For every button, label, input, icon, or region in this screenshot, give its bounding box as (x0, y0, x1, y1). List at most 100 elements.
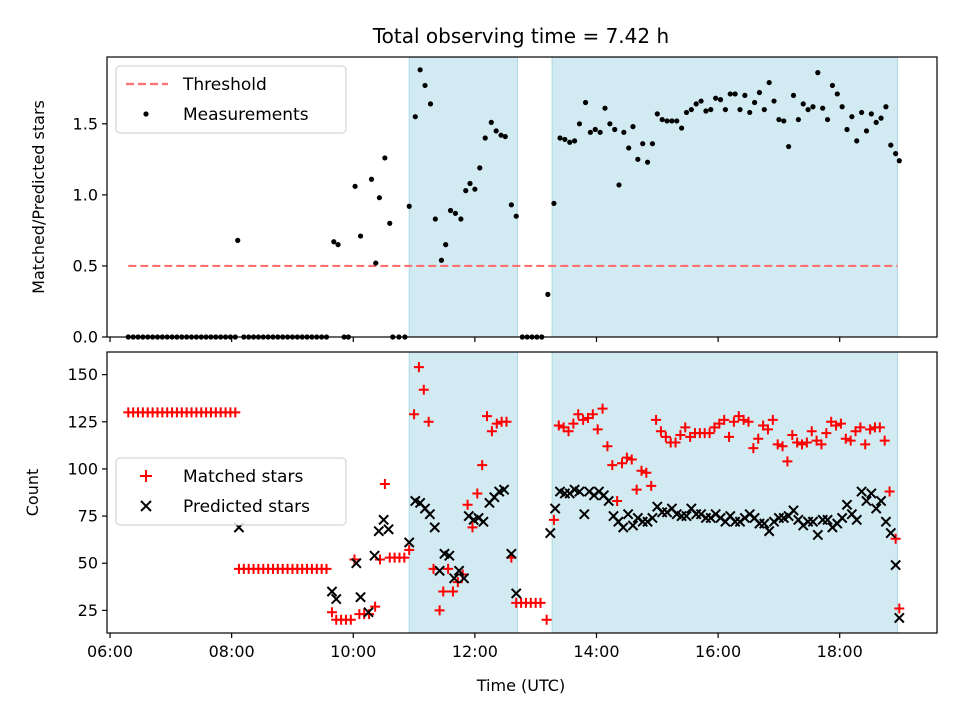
measurement-point (703, 108, 709, 114)
measurement-point (335, 242, 341, 248)
matched-star-point (792, 437, 803, 448)
matched-star-point (738, 414, 749, 425)
predicted-star-point (603, 495, 614, 507)
measurement-point (790, 92, 797, 98)
predicted-star-point (647, 512, 658, 524)
predicted-star-point (880, 516, 892, 528)
predicted-star-point (856, 486, 867, 497)
measurement-point (644, 159, 651, 165)
matched-star-point (626, 454, 637, 465)
legend-label: Predicted stars (183, 497, 310, 517)
measurement-point (708, 106, 714, 113)
matched-star-point (670, 437, 681, 448)
predicted-star-point (890, 559, 901, 571)
predicted-star-point (885, 527, 897, 539)
measurement-point (406, 203, 412, 209)
predicted-star-point (617, 522, 629, 533)
measurement-point (722, 106, 728, 113)
predicted-star-point (444, 550, 455, 561)
matched-star-point (772, 439, 783, 450)
measurement-point (626, 145, 632, 151)
matched-star-point (321, 563, 332, 574)
y-tick-label: 0.5 (73, 256, 98, 275)
measurement-point (357, 233, 364, 239)
measurement-point (737, 106, 743, 113)
predicted-star-point (330, 593, 342, 605)
matched-star-point (631, 484, 642, 495)
measurement-point (482, 135, 488, 141)
y-tick-label: 25 (78, 601, 98, 620)
measurement-point (839, 104, 845, 110)
matched-star-point (806, 426, 817, 437)
measurement-point (557, 135, 563, 141)
measurement-point (640, 141, 646, 147)
y-tick-label: 0.0 (73, 328, 98, 347)
predicted-star-point (812, 529, 824, 541)
predicted-star-point (622, 508, 634, 520)
predicted-star-point (893, 612, 905, 624)
matched-star-point (782, 456, 793, 467)
matched-star-point (607, 460, 618, 471)
matched-star-point (413, 362, 424, 373)
measurement-point (493, 128, 499, 134)
legend-measurements-swatch (143, 111, 149, 117)
measurement-point (376, 195, 383, 201)
x-tick-label: 10:00 (330, 642, 376, 661)
predicted-star-point (383, 523, 394, 535)
measurement-point (458, 216, 464, 222)
matched-star-point (865, 424, 876, 435)
predicted-star-point (434, 565, 445, 577)
measurement-point (649, 141, 656, 147)
measurement-point (693, 101, 699, 107)
y-tick-label: 50 (78, 554, 98, 573)
matched-star-point (423, 416, 434, 427)
predicted-star-point (788, 505, 799, 516)
matched-star-point (345, 614, 356, 625)
measurement-point (688, 106, 694, 113)
predicted-star-point (355, 591, 366, 603)
measurement-point (664, 118, 670, 124)
matched-star-point (660, 431, 671, 442)
measurement-point (452, 210, 459, 216)
matched-star-point (879, 435, 890, 446)
matched-star-point (472, 488, 483, 499)
matched-star-point (501, 416, 512, 427)
measurement-point (820, 105, 826, 111)
measurement-point (698, 98, 704, 104)
measurement-point (422, 82, 428, 89)
matched-star-point (724, 431, 735, 442)
measurement-point (412, 114, 418, 120)
measurement-point (447, 207, 454, 214)
matched-star-point (845, 435, 856, 446)
matched-star-point (797, 439, 808, 450)
legend-matched-swatch (140, 470, 152, 482)
measurement-point (235, 237, 241, 243)
measurement-point (387, 220, 393, 226)
measurement-point (432, 216, 438, 222)
measurement-point (508, 202, 514, 208)
measurement-point (669, 118, 675, 124)
matched-star-point (680, 422, 691, 433)
shaded-interval-1 (551, 351, 898, 634)
figure-title: Total observing time = 7.42 h (372, 24, 669, 48)
matched-star-point (801, 437, 812, 448)
x-tick-label: 12:00 (452, 642, 498, 661)
matched-star-point (831, 420, 842, 431)
x-tick-label: 18:00 (817, 642, 863, 661)
matched-star-point (467, 522, 478, 533)
measurement-point (571, 138, 578, 144)
predicted-star-point (822, 514, 833, 526)
matched-star-point (651, 414, 662, 425)
y-axis-label: Matched/Predicted stars (29, 100, 48, 294)
matched-star-point (553, 420, 564, 431)
measurement-point (873, 119, 879, 125)
measurement-point (602, 105, 608, 111)
matched-star-point (477, 460, 488, 471)
measurement-point (859, 109, 865, 116)
measurement-point (443, 242, 449, 248)
measurement-point (587, 129, 594, 135)
matched-star-point (787, 429, 798, 440)
legend-box (115, 65, 347, 134)
predicted-star-point (373, 525, 385, 537)
x-axis-label: Time (UTC) (476, 676, 565, 695)
